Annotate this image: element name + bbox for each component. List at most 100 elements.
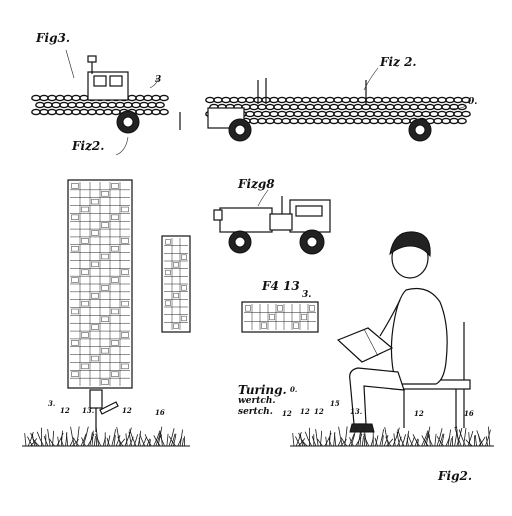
ref-3-panel: 3. <box>302 290 312 300</box>
boy-jacket <box>390 287 448 385</box>
chain-link <box>289 103 299 111</box>
grass-blade <box>116 426 121 447</box>
label-fiz2-left: Fiz2. <box>72 139 105 153</box>
grass-blade <box>386 438 394 447</box>
leader-line-0 <box>447 105 467 109</box>
tractor-hub-rear <box>306 236 318 248</box>
grass-blade <box>133 434 139 447</box>
chain-link <box>159 108 169 116</box>
grass-blade <box>315 429 319 447</box>
chain-link <box>353 103 363 111</box>
chain-link <box>261 110 271 118</box>
chain-link <box>397 110 407 118</box>
grass-blade <box>27 436 33 447</box>
narrow-cell-mark <box>181 254 187 260</box>
panel-cell-mark <box>277 305 283 312</box>
grass-blade <box>292 433 295 447</box>
cab-window-small-2 <box>109 75 123 87</box>
chain-link <box>155 101 165 109</box>
sign-cell-mark <box>101 348 109 354</box>
grass-blade <box>153 435 161 447</box>
chain-link <box>79 108 89 116</box>
grid-panel <box>241 301 319 333</box>
chain-link <box>47 108 57 116</box>
grass-blade <box>95 433 102 447</box>
chain-link <box>365 96 375 104</box>
chain-link <box>213 96 223 104</box>
sign-cell-mark <box>111 214 119 220</box>
grass-blade <box>416 439 419 447</box>
sign-cell-mark <box>121 269 129 275</box>
grass-blade <box>485 436 488 447</box>
grass-blade <box>350 426 357 447</box>
grass-blade <box>463 427 467 447</box>
grass-blade <box>447 429 451 447</box>
ref-0-truck: 0. <box>468 97 478 107</box>
chain-link <box>413 96 423 104</box>
grass-blade <box>129 436 134 447</box>
chain-link <box>377 117 387 125</box>
chain-link <box>321 103 331 111</box>
grass-blade <box>320 430 323 447</box>
chain-link <box>449 117 459 125</box>
chain-link <box>103 108 113 116</box>
grass-blade <box>465 439 473 447</box>
grass-blade <box>338 426 343 447</box>
sign-ref-3: 13. <box>82 406 95 415</box>
chain-link <box>229 96 239 104</box>
sign-cell-mark <box>121 238 129 244</box>
caption-mark-4: 12 <box>314 407 324 416</box>
chain-link <box>47 94 57 102</box>
grass-blade <box>458 429 466 447</box>
chain-link <box>39 108 49 116</box>
grass-blade <box>118 438 126 447</box>
chain-link <box>381 96 391 104</box>
chain-link <box>305 103 315 111</box>
grass-blade <box>128 431 132 447</box>
caption-mark-5: 15 <box>330 399 340 408</box>
sign-cell-mark <box>81 238 89 244</box>
chain-link <box>361 117 371 125</box>
chain-link <box>249 117 259 125</box>
caption-line-2: wertch. <box>238 396 276 406</box>
grass-blade <box>414 438 418 447</box>
sign-cell-mark <box>91 355 99 362</box>
grass-blade <box>144 434 152 447</box>
chain-link <box>401 117 411 125</box>
grass-blade <box>179 429 183 447</box>
grass-blade <box>66 433 69 447</box>
grass-blade <box>153 430 161 447</box>
grass-blade <box>166 433 169 447</box>
chain-link <box>425 103 435 111</box>
book-spine <box>363 328 379 357</box>
wheel-hub-long-rear <box>414 124 426 136</box>
chain-link <box>369 103 379 111</box>
grass-blade <box>478 436 486 447</box>
grass-blade <box>146 438 150 447</box>
chain-link <box>453 110 463 118</box>
boy-arm <box>379 299 401 337</box>
chain-link <box>381 110 391 118</box>
pipe-cap-small <box>87 55 97 63</box>
chain-link <box>437 110 447 118</box>
chain-link <box>437 96 447 104</box>
sign-cell-mark <box>91 198 99 205</box>
grass-blade <box>107 435 111 447</box>
sign-cell-mark <box>71 214 79 220</box>
chain-link <box>277 110 287 118</box>
sign-cell-mark <box>91 230 99 236</box>
sign-ref-2: 12 <box>60 406 70 415</box>
grass-blade <box>73 438 80 447</box>
grass-blade <box>32 438 40 447</box>
grass-blade <box>401 434 407 447</box>
chain-link <box>313 117 323 125</box>
sign-cell-mark <box>101 316 109 322</box>
grass-blade <box>115 434 121 447</box>
panel-cell-mark <box>245 305 251 312</box>
chain-link <box>265 103 275 111</box>
chain-link <box>369 117 379 125</box>
grass-blade <box>129 429 137 447</box>
chain-link <box>309 96 319 104</box>
tractor-window <box>295 205 323 217</box>
